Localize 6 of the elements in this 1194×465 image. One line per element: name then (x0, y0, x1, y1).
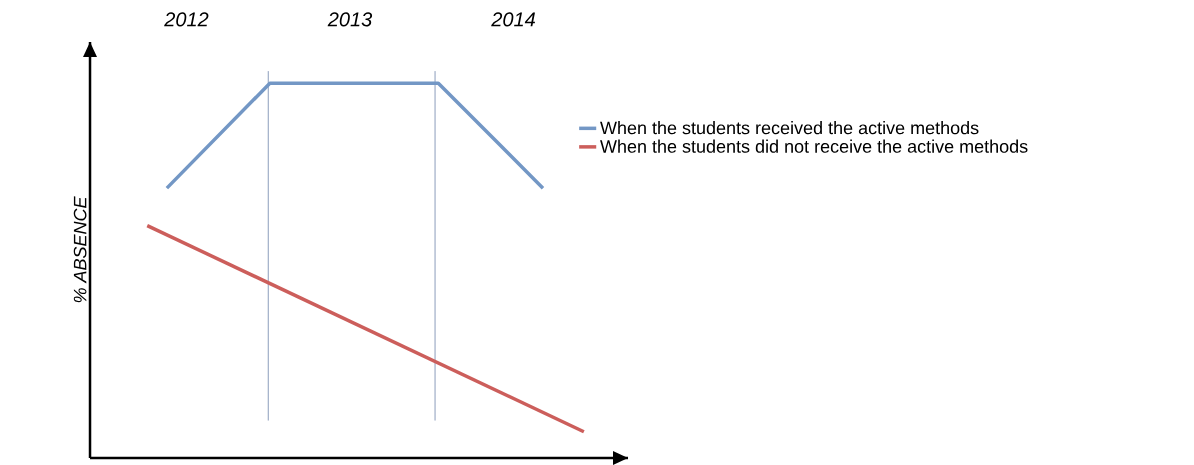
legend-label: When the students did not receive the active methods (600, 139, 1028, 153)
x-tick-label: 2014 (491, 12, 536, 27)
y-axis-title: % ABSENCE (73, 196, 87, 303)
x-tick-label: 2013 (327, 12, 373, 27)
legend-label: When the students received the active methods (600, 121, 979, 135)
x-tick-label: 2012 (164, 12, 209, 27)
